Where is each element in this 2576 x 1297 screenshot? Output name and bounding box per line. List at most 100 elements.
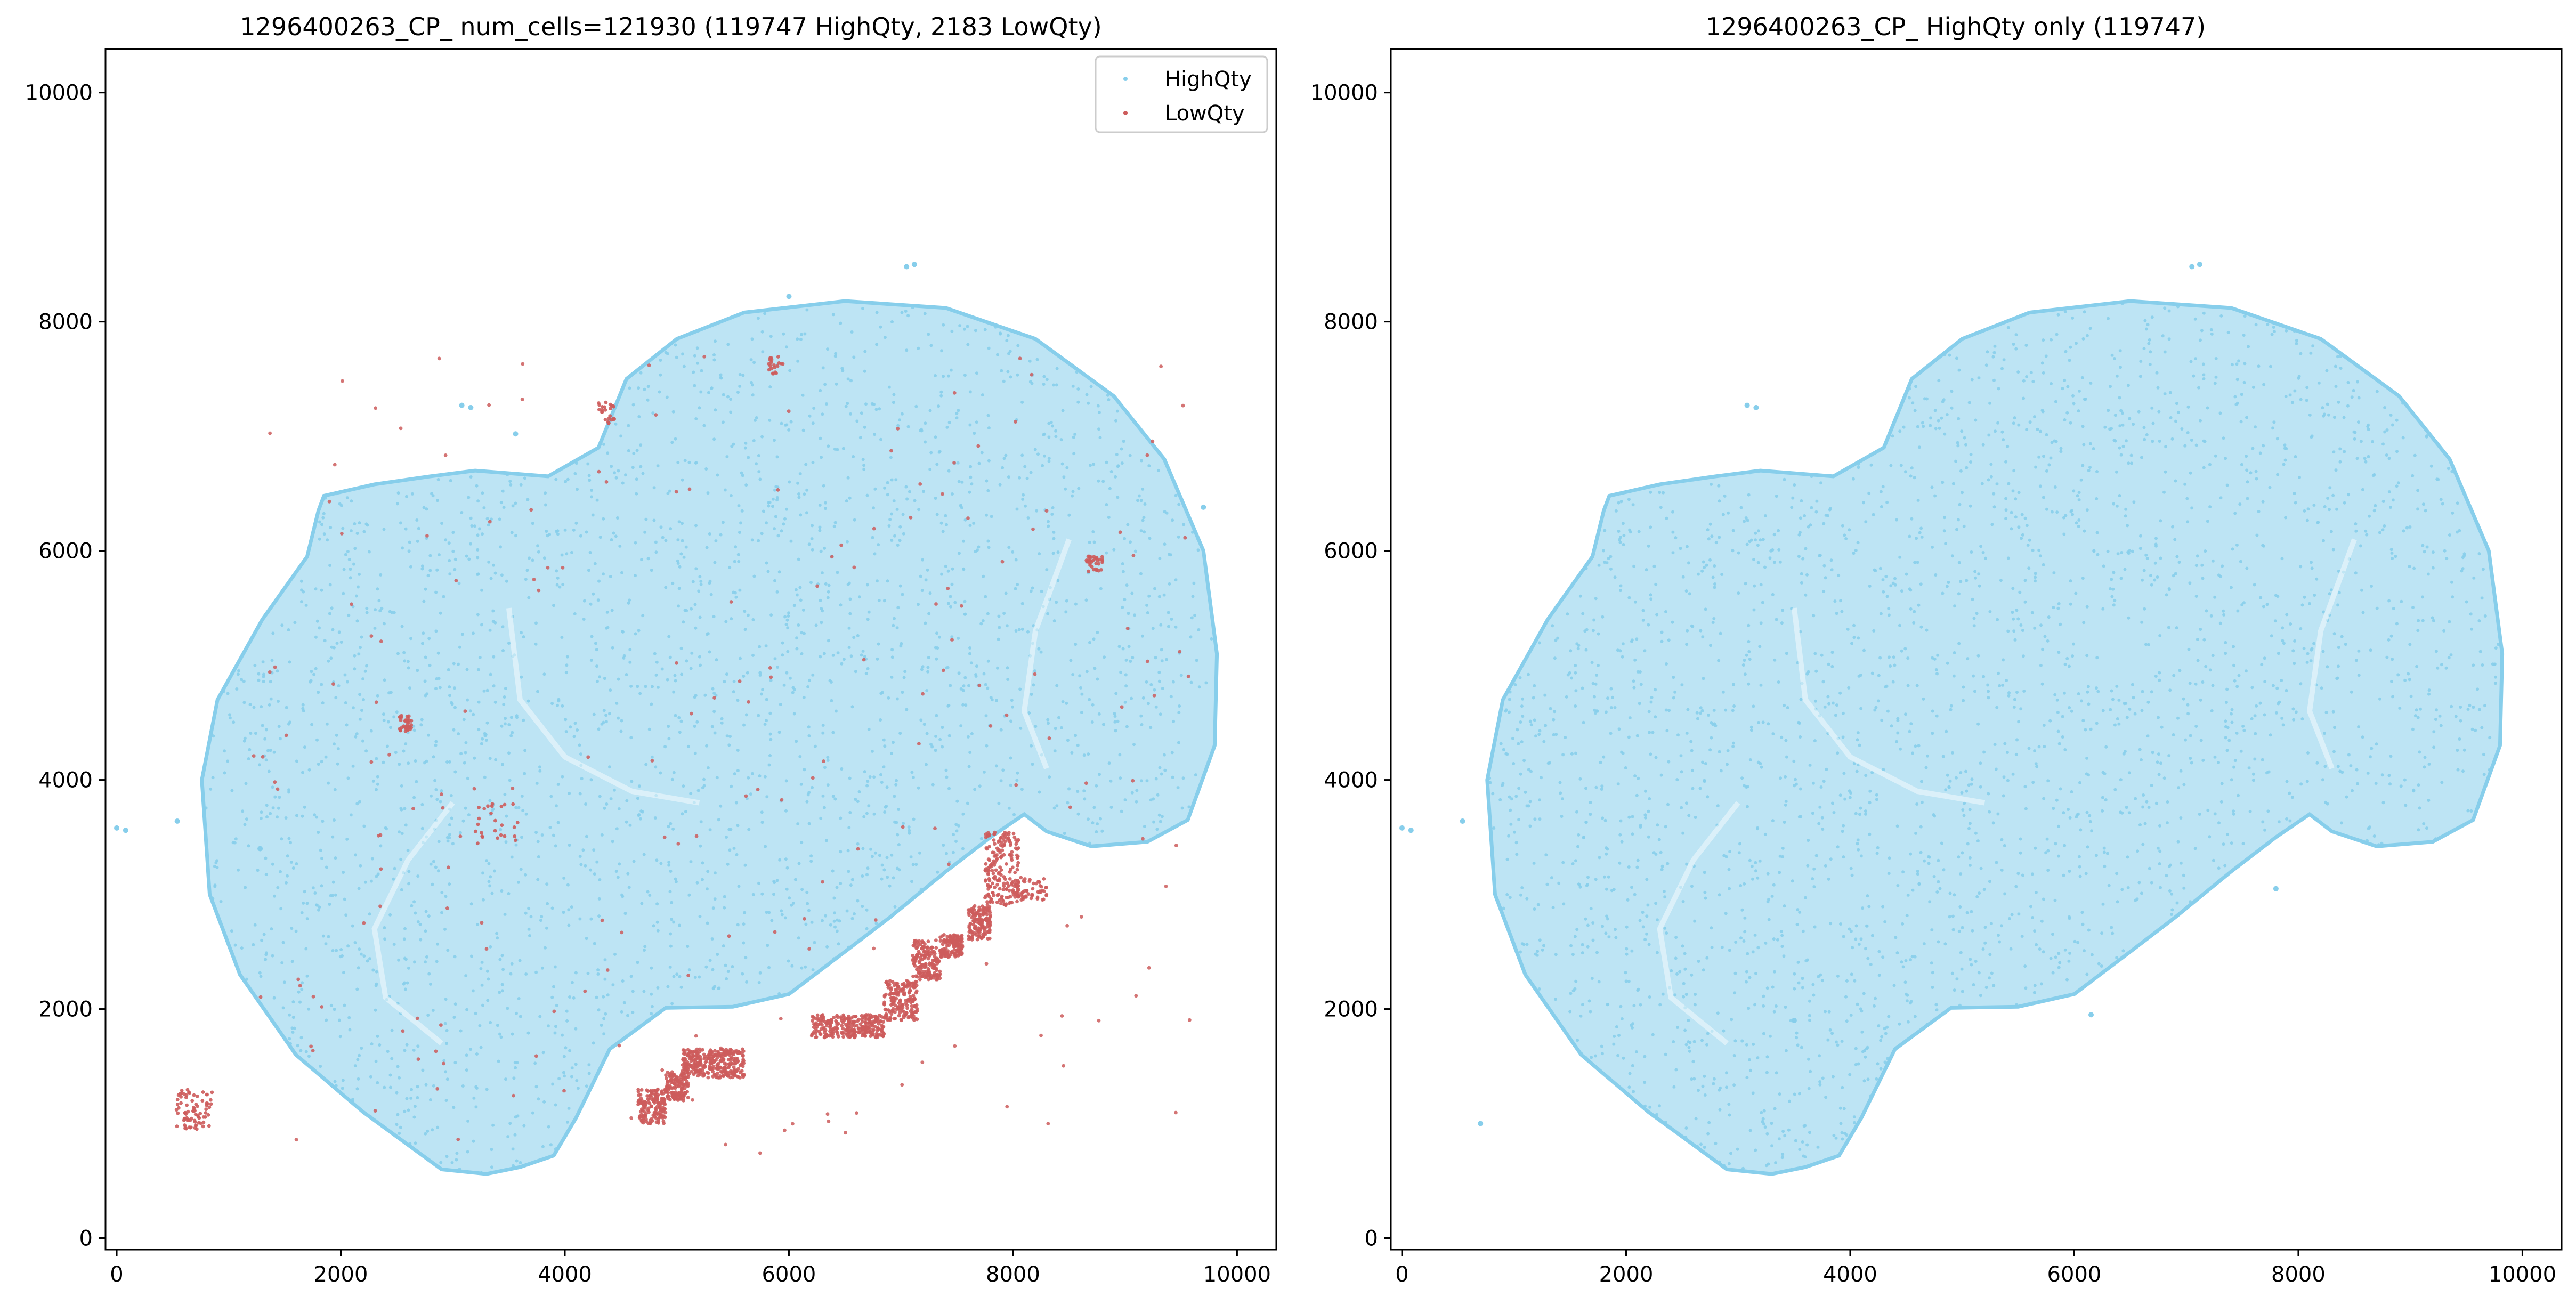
data-point (647, 363, 651, 367)
data-point (1113, 712, 1116, 716)
data-point (829, 1018, 833, 1022)
data-point (1006, 678, 1010, 681)
data-point (757, 454, 760, 457)
data-point (539, 919, 542, 922)
data-point (335, 733, 338, 737)
data-point (1035, 509, 1039, 513)
data-point (512, 1093, 515, 1098)
data-point (815, 1013, 820, 1017)
data-point (572, 996, 576, 1000)
data-point (590, 635, 594, 638)
data-point (416, 1096, 419, 1099)
data-point (446, 949, 450, 952)
data-point (606, 421, 611, 425)
data-point (1098, 557, 1102, 562)
data-point (114, 825, 119, 831)
data-point (1098, 773, 1101, 776)
data-point (317, 691, 320, 694)
data-point (634, 541, 637, 545)
data-point (715, 1064, 719, 1068)
data-point (1071, 673, 1075, 676)
data-point (796, 822, 800, 826)
data-point (1078, 674, 1082, 678)
data-point (782, 522, 785, 526)
data-point (678, 923, 681, 927)
data-point (480, 1171, 483, 1174)
data-point (879, 325, 882, 329)
data-point (585, 1084, 588, 1088)
data-point (343, 673, 347, 677)
data-point (424, 960, 427, 964)
data-point (2326, 665, 2329, 669)
data-point (347, 558, 351, 561)
data-point (788, 896, 791, 900)
y-tick-label: 0 (79, 1227, 93, 1251)
data-point (1041, 897, 1046, 902)
data-point (469, 902, 473, 906)
data-point (1152, 820, 1156, 824)
data-point (1160, 772, 1163, 776)
data-point (836, 1015, 840, 1019)
data-point (450, 816, 453, 820)
data-point (659, 525, 663, 529)
data-point (865, 873, 869, 877)
data-point (993, 861, 997, 865)
data-point (862, 464, 866, 467)
data-point (320, 760, 323, 764)
data-point (981, 904, 984, 908)
data-point (829, 680, 833, 684)
data-point (361, 677, 365, 681)
data-point (924, 578, 928, 582)
data-point (620, 571, 623, 574)
data-point (757, 881, 760, 885)
data-point (1005, 881, 1009, 885)
data-point (448, 572, 452, 576)
data-point (476, 668, 480, 671)
data-point (545, 530, 548, 533)
data-point (1055, 601, 1058, 604)
data-point (561, 583, 565, 586)
data-point (386, 1050, 390, 1053)
data-point (453, 706, 457, 709)
data-point (1158, 766, 1162, 769)
data-point (603, 677, 606, 680)
data-point (298, 984, 302, 988)
data-point (955, 799, 959, 803)
data-point (276, 787, 280, 791)
data-point (681, 478, 684, 482)
data-point (185, 1118, 189, 1122)
data-point (1153, 587, 1156, 590)
data-point (1105, 503, 1108, 506)
data-point (712, 696, 716, 700)
data-point (861, 1034, 864, 1037)
data-point (728, 565, 732, 569)
data-point (1096, 404, 1100, 408)
data-point (949, 595, 952, 598)
data-point (603, 418, 607, 421)
data-point (1100, 555, 1104, 559)
data-point (932, 963, 936, 968)
data-point (962, 539, 965, 543)
data-point (1187, 1018, 1192, 1022)
data-point (712, 1060, 716, 1064)
data-point (1042, 375, 1046, 378)
data-point (336, 762, 339, 766)
x-tick-label: 8000 (986, 1262, 1040, 1287)
data-point (1196, 537, 1200, 540)
data-point (388, 610, 392, 613)
data-point (416, 1057, 420, 1061)
data-point (345, 837, 349, 841)
data-point (712, 692, 716, 695)
data-point (786, 650, 790, 653)
data-point (938, 635, 941, 639)
data-point (466, 1150, 469, 1154)
data-point (681, 1075, 685, 1080)
data-point (520, 398, 524, 401)
data-point (889, 996, 893, 1000)
data-point (427, 733, 430, 737)
data-point (758, 671, 762, 675)
data-point (1739, 936, 1743, 940)
data-point (945, 425, 949, 429)
data-point (1762, 1004, 1765, 1008)
data-point (1056, 550, 1060, 554)
